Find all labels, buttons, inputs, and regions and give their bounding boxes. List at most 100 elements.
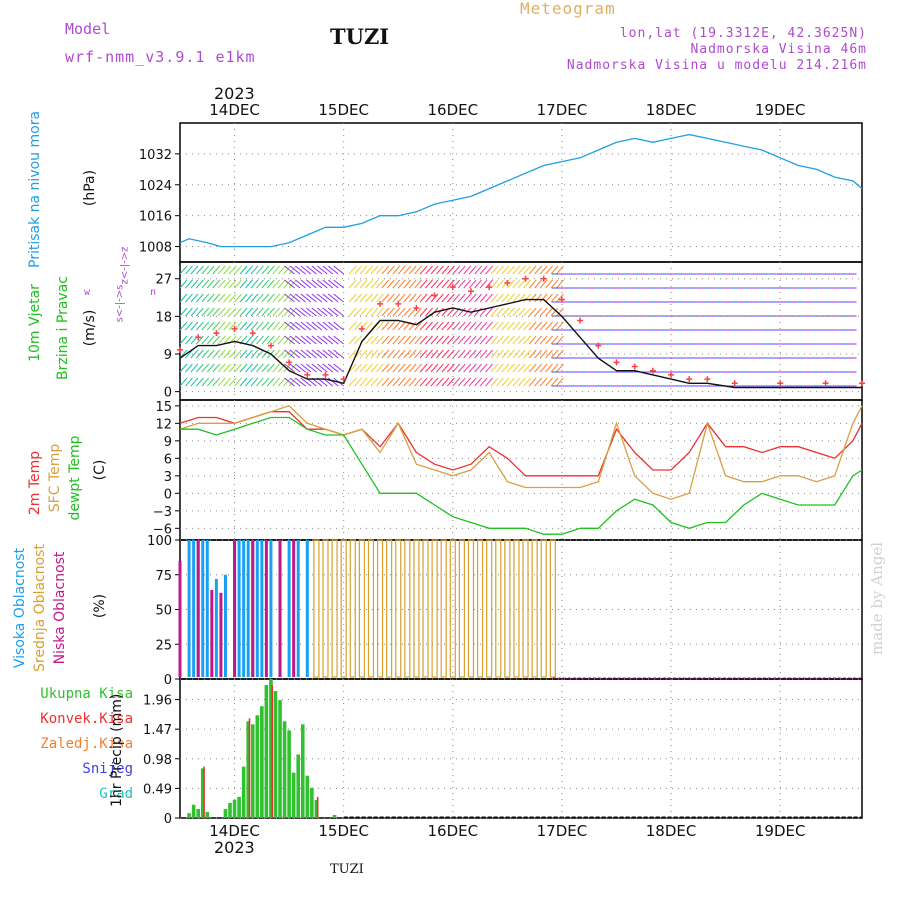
wind-barb bbox=[354, 265, 362, 275]
wind-barb bbox=[425, 279, 433, 289]
wind-barb bbox=[256, 279, 264, 289]
wind-barb bbox=[408, 335, 417, 345]
wind-barb bbox=[206, 293, 215, 303]
wind-barb bbox=[245, 377, 253, 387]
wind-barb bbox=[223, 349, 232, 359]
conv-precip-bar bbox=[248, 718, 251, 818]
wind-barb bbox=[223, 279, 232, 289]
wind-barb bbox=[485, 321, 493, 331]
wind-barb bbox=[430, 265, 439, 275]
wind-barb bbox=[501, 363, 510, 373]
wind-barb bbox=[414, 321, 422, 331]
wind-barb bbox=[479, 265, 488, 275]
wind-barb bbox=[496, 293, 504, 303]
wind-barb bbox=[425, 293, 433, 303]
time-axis-label-top: 16DEC bbox=[428, 101, 479, 119]
wind-barb bbox=[392, 265, 401, 275]
wind-barb bbox=[468, 279, 477, 289]
wind-barb bbox=[479, 335, 488, 345]
total-precip-bar bbox=[287, 730, 291, 818]
wind-barb bbox=[506, 335, 515, 345]
wind-barb bbox=[528, 307, 537, 317]
gust-marker bbox=[859, 380, 865, 387]
wind-barb bbox=[223, 307, 232, 317]
wind-barb bbox=[284, 335, 295, 345]
wind-barb bbox=[463, 321, 472, 331]
wind-barb bbox=[217, 363, 226, 373]
wind-barb bbox=[392, 307, 401, 317]
wind-barb bbox=[425, 363, 433, 373]
wind-barb bbox=[474, 321, 483, 331]
wind-barb bbox=[359, 377, 368, 387]
wind-barb bbox=[348, 279, 357, 289]
wind-barb bbox=[348, 363, 357, 373]
wind-barb bbox=[277, 321, 286, 331]
wind-barb bbox=[370, 265, 379, 275]
mid-cloud-bar bbox=[313, 539, 320, 678]
wind-barb bbox=[376, 279, 384, 289]
wind-barb bbox=[408, 279, 417, 289]
mid-cloud-bar bbox=[367, 539, 375, 678]
wind-barb bbox=[490, 265, 499, 275]
wind-barb bbox=[441, 293, 450, 303]
wind-barb bbox=[234, 293, 242, 303]
wind-barb bbox=[322, 307, 334, 317]
wind-barb bbox=[354, 293, 362, 303]
wind-barb bbox=[245, 321, 253, 331]
wind-barb bbox=[223, 293, 232, 303]
wind-barb bbox=[523, 293, 532, 303]
wind-barb bbox=[523, 265, 532, 275]
time-axis-label-bottom: 18DEC bbox=[646, 822, 697, 840]
wind-barb bbox=[550, 293, 559, 303]
wind-barb bbox=[217, 335, 226, 345]
wind-barb bbox=[556, 293, 564, 303]
wind-barb bbox=[408, 321, 417, 331]
wind-barb bbox=[414, 265, 422, 275]
wind-barb bbox=[528, 279, 537, 289]
mid-cloud-bar bbox=[395, 539, 402, 678]
wind-barb bbox=[496, 377, 504, 387]
high-cloud-bar bbox=[214, 578, 218, 677]
wind-barb bbox=[468, 335, 477, 345]
mid-cloud-bar bbox=[449, 539, 456, 678]
time-axis-label-top: 19DEC bbox=[755, 101, 806, 119]
wind-barb bbox=[261, 349, 270, 359]
y-tick-label: 0 bbox=[164, 812, 172, 827]
wind-barb bbox=[261, 307, 270, 317]
wind-barb bbox=[348, 377, 357, 387]
wind-barb bbox=[206, 265, 215, 275]
meteogram-title: Meteogram bbox=[520, 0, 616, 18]
wind-barb bbox=[348, 293, 357, 303]
wind-barb bbox=[441, 279, 450, 289]
wind-barb bbox=[272, 377, 281, 387]
wind-barb bbox=[539, 307, 548, 317]
y-tick-label: −6 bbox=[153, 522, 172, 537]
wind-barb bbox=[381, 279, 390, 289]
wind-barb bbox=[496, 265, 504, 275]
wind-barb bbox=[306, 265, 317, 275]
high-cloud-bar bbox=[223, 574, 227, 677]
wind-barb bbox=[381, 307, 390, 317]
wind-barb bbox=[322, 321, 334, 331]
mid-cloud-bar bbox=[440, 539, 447, 678]
wind-barb bbox=[397, 349, 406, 359]
wind-barb bbox=[359, 363, 368, 373]
wind-barb bbox=[381, 349, 390, 359]
wind-barb bbox=[311, 363, 323, 373]
wind-barb bbox=[239, 349, 248, 359]
wind-barb bbox=[245, 279, 253, 289]
wind-barb bbox=[327, 279, 339, 289]
high-cloud-bar bbox=[269, 540, 273, 677]
wind-barb bbox=[545, 377, 553, 387]
y-tick-label: 9 bbox=[164, 348, 172, 363]
wind-barb bbox=[370, 349, 379, 359]
conv-precip-bar bbox=[316, 796, 319, 818]
wind-barb bbox=[441, 335, 450, 345]
y-tick-label: 3 bbox=[164, 470, 172, 485]
wind-barb bbox=[365, 279, 373, 289]
wind-barb bbox=[234, 363, 242, 373]
wind-barb bbox=[365, 335, 373, 345]
wind-barb bbox=[272, 307, 281, 317]
wind-barb bbox=[457, 307, 466, 317]
wind-barb bbox=[288, 293, 297, 303]
